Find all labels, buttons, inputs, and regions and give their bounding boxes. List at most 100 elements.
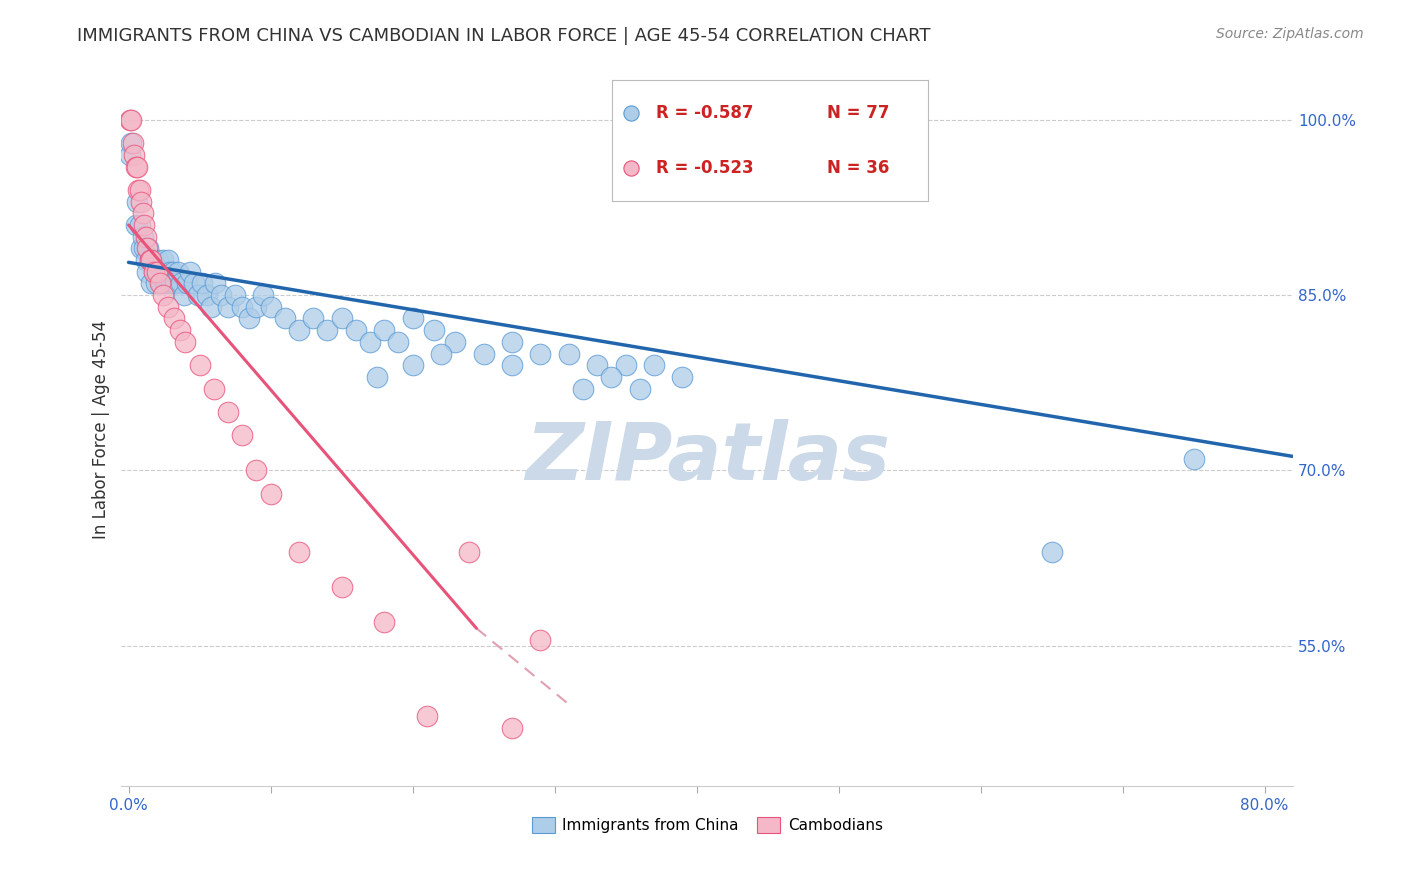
Point xyxy=(122,148,145,162)
Point xyxy=(643,358,665,372)
Point xyxy=(619,161,641,176)
Point xyxy=(1182,451,1205,466)
Point xyxy=(586,358,609,372)
Point xyxy=(174,334,197,349)
Point xyxy=(387,334,409,349)
Point xyxy=(430,346,453,360)
Point xyxy=(124,160,146,174)
Point xyxy=(245,300,267,314)
Point xyxy=(1040,545,1063,559)
Point xyxy=(159,265,181,279)
Point xyxy=(628,382,651,396)
Point xyxy=(121,136,143,150)
Point xyxy=(366,370,388,384)
Point xyxy=(132,206,155,220)
Point xyxy=(671,370,693,384)
Point xyxy=(187,288,209,302)
Point xyxy=(423,323,446,337)
Point xyxy=(231,300,253,314)
Point xyxy=(330,580,353,594)
Point xyxy=(118,148,141,162)
Point xyxy=(155,277,177,291)
Point xyxy=(153,265,176,279)
Point xyxy=(217,300,239,314)
Point xyxy=(204,277,226,291)
Point xyxy=(157,300,180,314)
Point xyxy=(316,323,339,337)
Point xyxy=(200,300,222,314)
Point xyxy=(274,311,297,326)
Point xyxy=(150,277,173,291)
Point xyxy=(202,382,225,396)
Point xyxy=(127,183,149,197)
Point xyxy=(135,229,157,244)
Point xyxy=(458,545,481,559)
Point xyxy=(176,277,198,291)
Text: N = 36: N = 36 xyxy=(827,159,889,178)
Point xyxy=(529,346,551,360)
Point xyxy=(152,253,174,268)
Point xyxy=(224,288,246,302)
Point xyxy=(614,358,637,372)
Y-axis label: In Labor Force | Age 45-54: In Labor Force | Age 45-54 xyxy=(93,320,110,539)
Point xyxy=(238,311,260,326)
Point xyxy=(162,265,184,279)
Point xyxy=(302,311,325,326)
Point xyxy=(132,229,155,244)
Point xyxy=(131,194,153,209)
Point xyxy=(142,253,165,268)
Text: IMMIGRANTS FROM CHINA VS CAMBODIAN IN LABOR FORCE | AGE 45-54 CORRELATION CHART: IMMIGRANTS FROM CHINA VS CAMBODIAN IN LA… xyxy=(77,27,931,45)
Point xyxy=(148,253,170,268)
Point xyxy=(231,428,253,442)
Point xyxy=(138,241,160,255)
Point xyxy=(288,545,311,559)
Point xyxy=(131,241,153,255)
Point xyxy=(163,311,186,326)
Point xyxy=(139,253,162,268)
Point xyxy=(288,323,311,337)
Point xyxy=(373,323,395,337)
Point xyxy=(529,632,551,647)
Point xyxy=(169,323,191,337)
Point xyxy=(472,346,495,360)
Point xyxy=(170,277,193,291)
Point xyxy=(173,288,195,302)
Point xyxy=(134,241,156,255)
Point xyxy=(259,300,281,314)
Point xyxy=(217,405,239,419)
Point xyxy=(558,346,581,360)
Point xyxy=(139,253,162,268)
Point xyxy=(160,277,183,291)
Point xyxy=(179,265,201,279)
Point xyxy=(600,370,623,384)
Point xyxy=(125,194,148,209)
Text: ZIPatlas: ZIPatlas xyxy=(524,419,890,497)
Point xyxy=(118,112,141,127)
Legend: Immigrants from China, Cambodians: Immigrants from China, Cambodians xyxy=(526,811,889,839)
Point xyxy=(401,358,423,372)
Point xyxy=(195,288,218,302)
Text: N = 77: N = 77 xyxy=(827,103,889,122)
Point xyxy=(146,265,169,279)
Point xyxy=(501,358,523,372)
Point xyxy=(188,358,211,372)
Point xyxy=(143,265,166,279)
Point xyxy=(501,334,523,349)
Point xyxy=(136,241,159,255)
Point xyxy=(252,288,274,302)
Point xyxy=(143,265,166,279)
Point xyxy=(135,253,157,268)
Point xyxy=(444,334,467,349)
Point xyxy=(259,487,281,501)
Point xyxy=(120,136,142,150)
Point xyxy=(152,288,174,302)
Text: Source: ZipAtlas.com: Source: ZipAtlas.com xyxy=(1216,27,1364,41)
Point xyxy=(136,265,159,279)
Point xyxy=(149,265,172,279)
Text: R = -0.523: R = -0.523 xyxy=(655,159,754,178)
Point xyxy=(124,218,146,232)
Point xyxy=(183,277,205,291)
Point xyxy=(149,277,172,291)
Point xyxy=(141,253,163,268)
Point xyxy=(134,218,156,232)
